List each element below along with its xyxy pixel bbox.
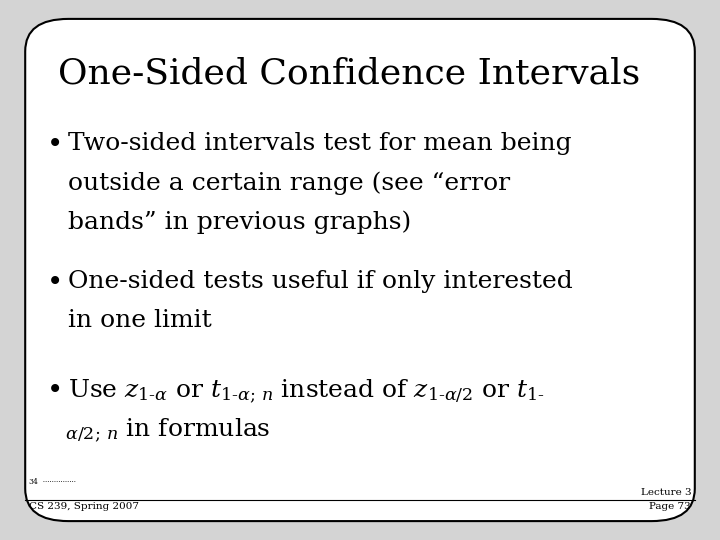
Text: One-sided tests useful if only interested: One-sided tests useful if only intereste… (68, 270, 573, 293)
Text: Page 73: Page 73 (649, 502, 691, 511)
Text: •: • (47, 378, 63, 405)
Text: •: • (47, 270, 63, 297)
Text: outside a certain range (see “error: outside a certain range (see “error (68, 171, 510, 195)
FancyBboxPatch shape (25, 19, 695, 521)
Text: bands” in previous graphs): bands” in previous graphs) (68, 210, 412, 234)
Text: Lecture 3: Lecture 3 (641, 488, 691, 497)
Text: in one limit: in one limit (68, 309, 212, 332)
Text: •: • (47, 132, 63, 159)
Text: Two-sided intervals test for mean being: Two-sided intervals test for mean being (68, 132, 572, 156)
Text: Use $z_{1\text{-}\alpha}$ or $t_{1\text{-}\alpha;\,n}$ instead of $z_{1\text{-}\: Use $z_{1\text{-}\alpha}$ or $t_{1\text{… (68, 378, 545, 407)
Text: One-Sided Confidence Intervals: One-Sided Confidence Intervals (58, 57, 640, 91)
Text: 34: 34 (29, 478, 39, 486)
Text: CS 239, Spring 2007: CS 239, Spring 2007 (29, 502, 139, 511)
Text: $_{\alpha/2;\,n}$ in formulas: $_{\alpha/2;\,n}$ in formulas (65, 417, 270, 445)
